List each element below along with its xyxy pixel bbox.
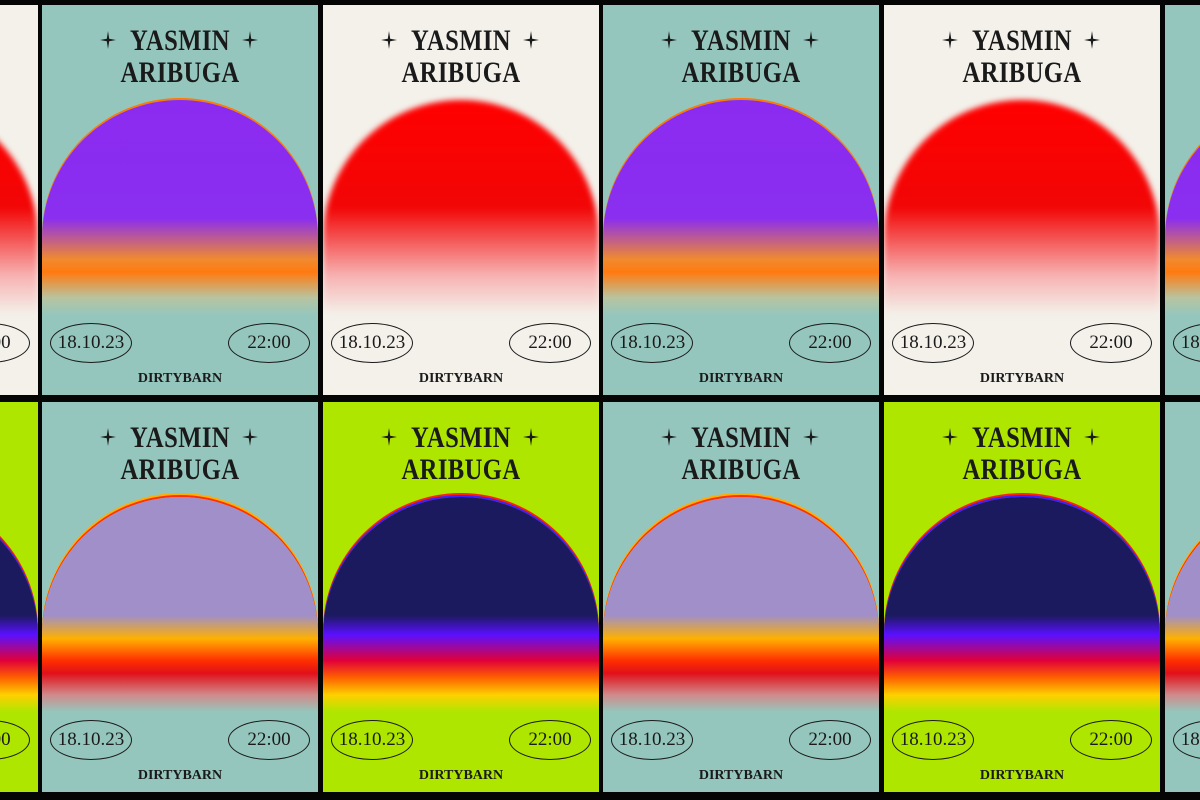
artist-name: ARIBUGA: [681, 56, 801, 89]
event-date: 18.10.23: [50, 323, 132, 363]
venue-name: DIRTYBARN: [698, 371, 784, 386]
event-date: 18.10.23: [331, 323, 413, 363]
event-time: 22:00: [1070, 720, 1152, 760]
star-icon: [942, 428, 958, 446]
event-time: 22:00: [228, 323, 310, 363]
venue-name: DIRTYBARN: [418, 768, 504, 783]
artist-name: YASMIN: [1190, 422, 1200, 453]
gradient-dome: [323, 497, 599, 712]
event-time: 22:00: [0, 323, 30, 363]
venue-name: DIRTYBARN: [1165, 371, 1200, 387]
artist-name: ARIBUGA: [1190, 57, 1200, 88]
star-icon: [661, 428, 677, 446]
star-icon: [942, 31, 958, 49]
event-date: 18.10.23: [50, 720, 132, 760]
gradient-dome: [0, 497, 38, 712]
venue-name: DIRTYBARN: [0, 371, 38, 387]
star-icon: [242, 428, 258, 446]
artist-name: YASMIN: [691, 421, 791, 454]
star-icon: [523, 31, 539, 49]
star-icon: [100, 428, 116, 446]
event-date: 18.10.23: [331, 720, 413, 760]
artist-name: ARIBUGA: [0, 454, 13, 485]
event-time: 22:00: [789, 720, 871, 760]
artist-name: ARIBUGA: [120, 453, 240, 486]
artist-name: YASMIN: [130, 421, 230, 454]
artist-name: YASMIN: [972, 24, 1072, 57]
artist-name: ARIBUGA: [401, 453, 521, 486]
event-time: 22:00: [789, 323, 871, 363]
artist-name: ARIBUGA: [120, 56, 240, 89]
event-date: 18.10.23: [1173, 323, 1200, 363]
star-icon: [523, 428, 539, 446]
event-date: 18.10.23: [611, 720, 693, 760]
event-date: 18.10.23: [611, 323, 693, 363]
star-icon: [381, 31, 397, 49]
gradient-dome: [1165, 497, 1200, 712]
star-icon: [1084, 31, 1100, 49]
venue-name: DIRTYBARN: [137, 768, 223, 783]
artist-name: ARIBUGA: [962, 56, 1082, 89]
star-icon: [803, 31, 819, 49]
event-date: 18.10.23: [1173, 720, 1200, 760]
artist-name: YASMIN: [411, 24, 511, 57]
artist-name: ARIBUGA: [1190, 454, 1200, 485]
gradient-dome: [884, 497, 1160, 712]
artist-name: YASMIN: [0, 422, 13, 453]
venue-name: DIRTYBARN: [418, 371, 504, 386]
star-icon: [242, 31, 258, 49]
gradient-dome: [1165, 100, 1200, 315]
event-time: 22:00: [228, 720, 310, 760]
star-icon: [1084, 428, 1100, 446]
gradient-dome: [884, 100, 1160, 315]
event-time: 22:00: [509, 323, 591, 363]
star-icon: [381, 428, 397, 446]
gradient-dome: [0, 100, 38, 315]
gradient-dome: [42, 100, 318, 315]
artist-name: ARIBUGA: [0, 57, 13, 88]
gradient-dome: [42, 497, 318, 712]
star-icon: [803, 428, 819, 446]
event-time: 22:00: [0, 720, 30, 760]
venue-name: DIRTYBARN: [0, 768, 38, 784]
event-date: 18.10.23: [892, 323, 974, 363]
artist-name: ARIBUGA: [401, 56, 521, 89]
artist-name: YASMIN: [691, 24, 791, 57]
artist-name: YASMIN: [1190, 25, 1200, 56]
venue-name: DIRTYBARN: [1165, 768, 1200, 784]
gradient-dome: [603, 100, 879, 315]
gradient-dome: [603, 497, 879, 712]
event-date: 18.10.23: [892, 720, 974, 760]
star-icon: [661, 31, 677, 49]
venue-name: DIRTYBARN: [979, 768, 1065, 783]
gradient-dome: [323, 100, 599, 315]
artist-name: ARIBUGA: [962, 453, 1082, 486]
artist-name: YASMIN: [130, 24, 230, 57]
star-icon: [100, 31, 116, 49]
artist-name: ARIBUGA: [681, 453, 801, 486]
artist-name: YASMIN: [972, 421, 1072, 454]
artist-name: YASMIN: [411, 421, 511, 454]
venue-name: DIRTYBARN: [979, 371, 1065, 386]
artist-name: YASMIN: [0, 25, 13, 56]
venue-name: DIRTYBARN: [137, 371, 223, 386]
event-time: 22:00: [509, 720, 591, 760]
event-time: 22:00: [1070, 323, 1152, 363]
venue-name: DIRTYBARN: [698, 768, 784, 783]
